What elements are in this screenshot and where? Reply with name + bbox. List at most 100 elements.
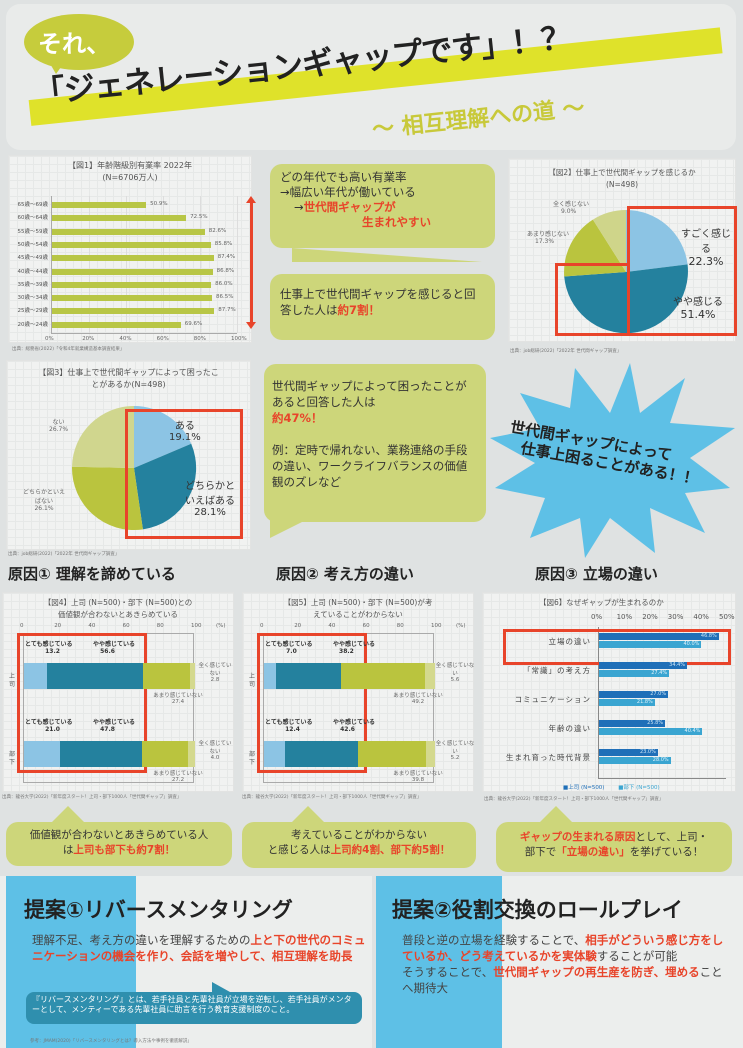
fig4-segment [59,741,142,767]
fig1-x-tick: 80% [193,336,207,342]
fig4-subtitle: 価値観が合わないとあきらめている [58,610,178,619]
fig6-x-tick: 50% [719,613,735,621]
proposal1-note-pointer [212,982,230,992]
fig2-source: 出典：job総研(2022)「2022年 世代間ギャップ調査」 [510,349,622,354]
fig1-category-label: 20歳～24歳 [17,321,49,328]
fig1-bar [52,228,205,235]
fig2-label-strong: すごく感じる 22.3% [681,229,731,268]
fig5-x-tick: 40 [328,623,336,629]
proposal2-text: 普段と逆の立場を経験することで、相手がどういう感じ方をしているか、どう考えている… [402,933,724,995]
fig1-subtitle: (N=6706万人) [102,173,158,182]
fig4-card: 【図4】上司 (N=500)・部下 (N=500)との 価値観が合わないとあきら… [2,592,234,792]
callout-gap-feeling: 仕事上で世代間ギャップを感じると回答した人は約7割！ [270,274,495,340]
fig1-bar [52,295,213,302]
legend-boss: ■上司 (N=500) [563,785,605,791]
summary1-pointer [50,806,86,824]
fig1-category-label: 50歳～54歳 [17,241,49,248]
fig1-bar [52,308,215,315]
fig2-highlight-box-left [555,263,630,336]
fig2-label-not-much: あまり感じない 17.3% [527,231,570,245]
fig6-x-tick: 30% [667,613,684,621]
callout3-text: 世代間ギャップによって困ったことがあると回答した人は [272,379,467,409]
fig5-x-tick: 0 [260,623,264,629]
fig2-highlight-box [627,206,737,336]
fig5-source: 出典：龍谷大学(2022)「新年度スタート！上司・部下1000人「世代間ギャップ… [242,795,422,800]
fig1-category-label: 35歳～39歳 [17,281,49,288]
header-badge [24,14,134,70]
fig6-bar-boss: 46.8% [599,633,719,640]
fig6-x-tick: 10% [616,613,633,621]
fig5-not-much-label: あまり感じていない 49.2 [393,693,443,705]
fig6-bar-subordinate: 21.8% [599,699,655,706]
fig2-pie [564,209,688,334]
callout2-text: 仕事上で世代間ギャップを感じると回答した人は [280,287,476,317]
fig4-title: 【図4】上司 (N=500)・部下 (N=500)との [43,598,193,607]
fig3-subtitle: とがあるか(N=498) [91,380,166,389]
summary2: 考えていることがわからない と感じる人は上司約4割、部下約5割！ [242,822,476,868]
fig5-highlight-box [257,633,367,773]
callout1-highlight2: 生まれやすい [362,215,431,229]
fig2-label-not-at-all: 全く感じない 9.0% [553,201,590,215]
fig2-subtitle: (N=498) [605,180,639,189]
callout-pointer [292,248,482,262]
callout-troubled: 世代間ギャップによって困ったことがあると回答した人は 約47%！ 例：定時で帰れ… [264,364,486,522]
proposal2-accent [376,876,502,1048]
fig1-bar [52,241,211,248]
fig6-bar-boss: 23.0% [599,749,658,756]
fig2-label-somewhat: やや感じる 51.4% [673,297,723,321]
fig1-bar [52,281,212,288]
callout1-highlight: 世代間ギャップが [303,200,396,214]
callout3-tail [270,520,306,538]
fig4-source: 出典：龍谷大学(2022)「新年度スタート！上司・部下1000人「世代間ギャップ… [2,795,182,800]
fig5-x-tick: 20 [294,623,302,629]
fig3-card: 【図3】仕事上で世代間ギャップによって困ったこ とがあるか(N=498) ある 1… [6,360,251,550]
cause2-heading: 原因② 考え方の違い [276,565,414,583]
fig1-range-arrow [250,200,253,324]
fig4-highlight-box [17,633,147,773]
fig4-segment [24,663,47,689]
fig1-arrow-down-icon [246,322,256,329]
callout1-line2: →幅広い年代が働いている [280,185,416,199]
fig5-segment [426,741,435,767]
fig6-category-label: 立場の違い [548,637,591,646]
fig1-x-tick: 20% [82,336,95,342]
fig6-category-label: 生まれ育った時代背景 [506,753,591,762]
fig1-value-label: 87.7% [218,307,236,314]
fig4-x-tick: 20 [54,623,62,629]
fig6-bar-boss: 34.4% [599,662,688,669]
fig5-x-tick: 100 [431,623,442,629]
fig1-bar [52,321,181,328]
fig4-not-much-label: あまり感じていない 27.4 [153,693,203,705]
cause3-heading: 原因③ 立場の違い [535,565,658,583]
fig6-bar-subordinate: 40.0% [599,641,702,648]
fig4-x-tick: 60 [122,623,130,629]
fig1-value-label: 86.0% [215,280,233,287]
summary1: 価値観が合わないとあきらめている人 は上司も部下も約7割！ [6,822,232,866]
proposal2-title: 提案②役割交換のロールプレイ [392,898,683,922]
fig4-x-tick: 100 [191,623,202,629]
fig6-category-label: コミュニケーション [514,695,591,704]
fig4-segment [46,663,144,689]
cause1-heading: 原因① 理解を諦めている [8,565,176,583]
fig4-row-top-labels: とても感じている やや感じている 21.0 47.8 [25,719,135,733]
fig5-segment [264,741,286,767]
fig1-gridline [200,196,201,333]
fig4-segment [143,663,191,689]
legend-subordinate: ■部下 (N=500) [618,785,660,791]
callout3-example: 例：定時で帰れない、業務連絡の手段の違い、ワークライフバランスの価値観のズレなど [272,443,468,489]
fig1-plot: 65歳～69歳 50.9% 60歳～64歳 72.5% 55歳～59歳 82.6% 50歳～… [18,196,238,334]
fig1-gridline [163,196,164,333]
summary2-pointer [290,806,326,824]
fig4-x-tick: 80 [156,623,164,629]
fig6-x-tick: 20% [642,613,658,621]
fig1-bar [52,215,187,222]
fig4-not-at-all-label: 全く感じてい ない 2.8 [198,663,232,683]
fig1-category-label: 45歳～49歳 [17,255,49,262]
fig1-card: 【図1】年齢階級別有業率 2022年 (N=6706万人) 65歳～69歳 50.… [8,155,252,343]
fig5-title: 【図5】上司 (N=500)・部下 (N=500)が考 [283,598,433,607]
fig1-category-label: 25歳～29歳 [17,308,49,315]
fig1-value-label: 85.8% [214,240,233,247]
fig2-title: 【図2】仕事上で世代間ギャップを感じるか [548,168,696,177]
fig1-value-label: 72.5% [190,214,208,221]
fig1-value-label: 87.4% [217,254,236,261]
